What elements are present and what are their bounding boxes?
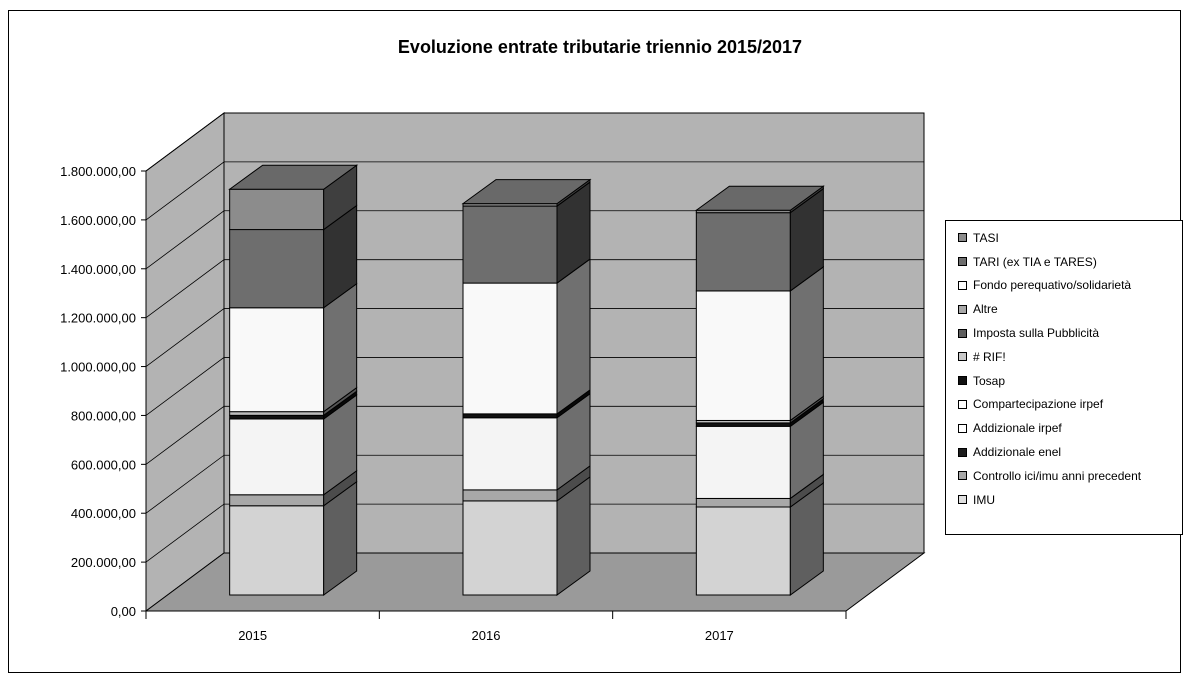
x-tick-label-2017: 2017 [705, 628, 734, 643]
bar-segment-2015-10 [230, 230, 324, 308]
legend-label: Controllo ici/imu anni precedent [973, 469, 1141, 483]
bar-segment-2015-0 [230, 506, 324, 595]
bar-segment-2015-1 [230, 495, 324, 506]
bar-segment-2015-9 [230, 308, 324, 412]
bar-segment-2015-3 [230, 419, 324, 495]
x-tick-label-2016: 2016 [472, 628, 501, 643]
bar-segment-2016-1 [463, 490, 557, 501]
bar-segment-2016-10 [463, 206, 557, 283]
legend-item: Fondo perequativo/solidarietà [946, 274, 1182, 298]
legend-swatch [958, 329, 967, 338]
bar-side-2017-9 [790, 267, 823, 421]
legend-swatch [958, 352, 967, 361]
legend-label: Fondo perequativo/solidarietà [973, 278, 1131, 292]
legend-label: TASI [973, 231, 999, 245]
legend-item: TARI (ex TIA e TARES) [946, 250, 1182, 274]
y-tick-label: 1.000.000,00 [60, 360, 136, 375]
bar-segment-2016-9 [463, 283, 557, 414]
legend-swatch [958, 400, 967, 409]
y-tick-label: 1.600.000,00 [60, 213, 136, 228]
y-tick-label: 1.200.000,00 [60, 311, 136, 326]
legend-item: Altre [946, 297, 1182, 321]
y-tick-label: 200.000,00 [71, 555, 136, 570]
legend-label: TARI (ex TIA e TARES) [973, 255, 1097, 269]
legend-item: Imposta sulla Pubblicità [946, 321, 1182, 345]
legend-swatch [958, 281, 967, 290]
bar-segment-2015-8 [230, 412, 324, 416]
legend-label: Imposta sulla Pubblicità [973, 326, 1099, 340]
legend-swatch [958, 448, 967, 457]
bar-segment-2017-3 [696, 426, 790, 498]
legend-label: Addizionale irpef [973, 421, 1062, 435]
legend-swatch [958, 233, 967, 242]
legend-item: IMU [946, 488, 1182, 512]
legend-swatch [958, 257, 967, 266]
legend-label: Tosap [973, 374, 1005, 388]
bar-segment-2016-3 [463, 418, 557, 490]
legend-swatch [958, 376, 967, 385]
y-tick-label: 1.800.000,00 [60, 164, 136, 179]
y-tick-label: 0,00 [111, 604, 136, 619]
y-tick-label: 400.000,00 [71, 506, 136, 521]
legend-label: Compartecipazione irpef [973, 397, 1103, 411]
bar-segment-2016-0 [463, 501, 557, 595]
legend-label: # RIF! [973, 350, 1006, 364]
legend-item: TASI [946, 226, 1182, 250]
legend-swatch [958, 471, 967, 480]
bar-segment-2017-5 [696, 423, 790, 426]
bar-segment-2017-0 [696, 507, 790, 595]
legend-item: Tosap [946, 369, 1182, 393]
legend-swatch [958, 495, 967, 504]
legend-swatch [958, 305, 967, 314]
legend-item: Addizionale irpef [946, 416, 1182, 440]
legend-label: Altre [973, 302, 998, 316]
side-wall [146, 113, 224, 611]
legend-item: # RIF! [946, 345, 1182, 369]
legend-item: Compartecipazione irpef [946, 393, 1182, 417]
y-tick-label: 600.000,00 [71, 457, 136, 472]
legend-label: Addizionale enel [973, 445, 1061, 459]
legend: TASI TARI (ex TIA e TARES) Fondo perequati… [945, 220, 1183, 535]
x-tick-label-2015: 2015 [238, 628, 267, 643]
bar-segment-2017-10 [696, 213, 790, 291]
bar-segment-2016-5 [463, 414, 557, 418]
y-tick-label: 800.000,00 [71, 408, 136, 423]
bar-segment-2017-9 [696, 291, 790, 421]
legend-item: Controllo ici/imu anni precedent [946, 464, 1182, 488]
legend-label: IMU [973, 493, 995, 507]
legend-item: Addizionale enel [946, 440, 1182, 464]
legend-swatch [958, 424, 967, 433]
bar-side-2016-9 [557, 259, 590, 414]
bar-segment-2015-5 [230, 415, 324, 419]
bar-segment-2015-11 [230, 189, 324, 229]
y-tick-label: 1.400.000,00 [60, 262, 136, 277]
bar-segment-2017-1 [696, 498, 790, 507]
